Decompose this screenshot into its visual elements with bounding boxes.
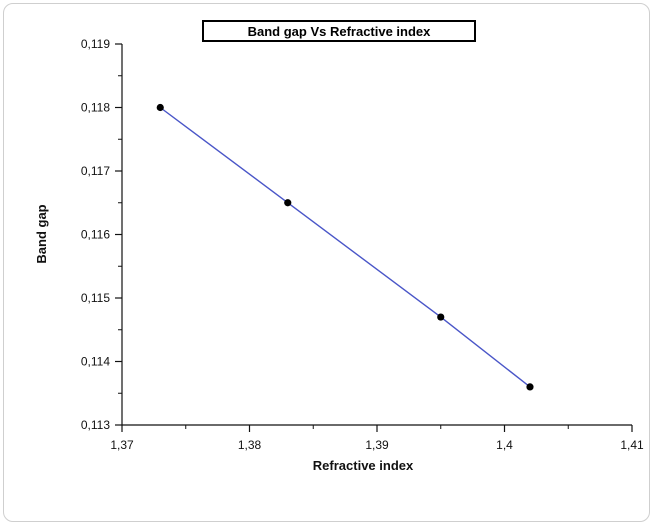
- y-tick-label: 0,116: [81, 228, 110, 242]
- data-point: [284, 199, 292, 207]
- y-ticks: 0,113 0,114 0,115 0,116 0,117 0,118 0,119: [81, 37, 122, 432]
- x-tick-label: 1,4: [496, 438, 513, 452]
- chart-frame: [3, 3, 650, 522]
- data-point: [437, 313, 445, 321]
- y-tick-label: 0,114: [81, 355, 110, 369]
- x-tick-label: 1,41: [620, 438, 644, 452]
- x-tick-label: 1,38: [238, 438, 262, 452]
- chart-title-box: [202, 20, 476, 42]
- data-point: [526, 383, 534, 391]
- x-ticks: 1,37 1,38 1,39 1,4 1,41: [110, 425, 644, 452]
- data-point: [156, 103, 164, 112]
- series-line: [159, 106, 531, 388]
- x-tick-label: 1,39: [365, 438, 389, 452]
- chart-title-group: Band gap Vs Refractive index: [202, 20, 476, 42]
- y-axis-title: Band gap: [34, 204, 49, 263]
- chart-title: Band gap Vs Refractive index: [248, 24, 432, 39]
- y-tick-label: 0,118: [81, 101, 110, 115]
- y-tick-label: 0,119: [81, 37, 110, 51]
- y-tick-label: 0,117: [81, 164, 110, 178]
- y-tick-label: 0,115: [81, 291, 110, 305]
- x-tick-label: 1,37: [110, 438, 134, 452]
- y-tick-label: 0,113: [81, 418, 110, 432]
- x-axis-title: Refractive index: [313, 458, 414, 473]
- series-group: [156, 103, 534, 391]
